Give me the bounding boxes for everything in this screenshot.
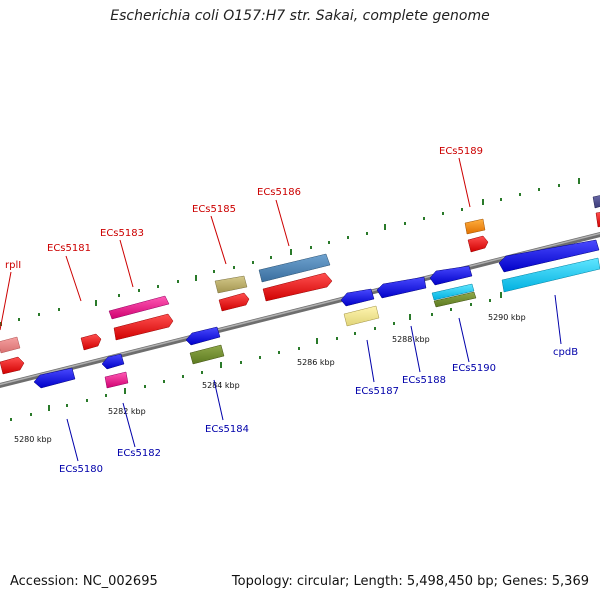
gene-arrow[interactable] xyxy=(113,313,174,341)
scale-label: 5290 kbp xyxy=(488,313,526,322)
gene-arrow[interactable] xyxy=(376,276,427,299)
gene-arrow[interactable] xyxy=(433,291,477,308)
gene-arrow[interactable] xyxy=(498,239,600,273)
gene-arrow[interactable] xyxy=(592,195,600,209)
gene-arrow[interactable] xyxy=(262,272,333,302)
gene-arrow[interactable] xyxy=(464,218,486,235)
reverse-genes xyxy=(33,239,600,389)
gene-arrow[interactable] xyxy=(431,283,475,301)
gene-label-ecs5185[interactable]: ECs5185 xyxy=(192,204,236,215)
gene-arrow[interactable] xyxy=(80,333,102,351)
gene-label-ecs5190[interactable]: ECs5190 xyxy=(452,363,496,374)
gene-label-ecs5189[interactable]: ECs5189 xyxy=(439,146,483,157)
gene-label-cpdb[interactable]: cpdB xyxy=(553,347,578,358)
gene-arrow[interactable] xyxy=(189,344,225,365)
accession-text: Accession: NC_002695 xyxy=(10,574,158,589)
gene-arrow[interactable] xyxy=(0,336,21,354)
gene-label-ecs5183[interactable]: ECs5183 xyxy=(100,228,144,239)
upper-tick-row xyxy=(0,178,580,326)
scale-label: 5284 kbp xyxy=(202,381,240,390)
scale-label: 5282 kbp xyxy=(108,407,146,416)
gene-arrow[interactable] xyxy=(429,265,473,286)
reverse-callouts xyxy=(66,294,562,462)
gene-label-ecs5180[interactable]: ECs5180 xyxy=(59,464,103,475)
scale-label: 5280 kbp xyxy=(14,435,52,444)
gene-label-rpli[interactable]: rplI xyxy=(5,260,21,271)
gene-label-ecs5186[interactable]: ECs5186 xyxy=(257,187,301,198)
gene-label-ecs5188[interactable]: ECs5188 xyxy=(402,375,446,386)
gene-arrow[interactable] xyxy=(343,305,380,327)
gene-label-ecs5187[interactable]: ECs5187 xyxy=(355,386,399,397)
gene-arrow[interactable] xyxy=(340,288,375,307)
gene-arrow[interactable] xyxy=(185,326,221,346)
gene-arrow[interactable] xyxy=(101,353,125,370)
gene-arrow[interactable] xyxy=(258,253,331,283)
gene-label-ecs5182[interactable]: ECs5182 xyxy=(117,448,161,459)
scale-label: 5286 kbp xyxy=(297,358,335,367)
lower-tick-row xyxy=(10,292,502,421)
genome-summary-text: Topology: circular; Length: 5,498,450 bp… xyxy=(231,574,589,589)
gene-arrow[interactable] xyxy=(104,371,129,389)
gene-label-ecs5184[interactable]: ECs5184 xyxy=(205,424,249,435)
gene-arrow[interactable] xyxy=(595,212,600,228)
gene-arrow[interactable] xyxy=(33,367,76,389)
gene-arrow[interactable] xyxy=(467,235,489,253)
map-title: Escherichia coli O157:H7 str. Sakai, com… xyxy=(110,8,490,24)
gene-label-ecs5181[interactable]: ECs5181 xyxy=(47,243,91,254)
gene-arrow[interactable] xyxy=(0,356,25,375)
gene-arrow[interactable] xyxy=(214,275,248,294)
scale-label: 5288 kbp xyxy=(392,335,430,344)
forward-callouts xyxy=(0,157,471,331)
forward-genes xyxy=(0,195,600,375)
gene-arrow[interactable] xyxy=(218,292,250,312)
gene-arrow[interactable] xyxy=(108,295,170,320)
gene-arrow[interactable] xyxy=(501,257,600,293)
